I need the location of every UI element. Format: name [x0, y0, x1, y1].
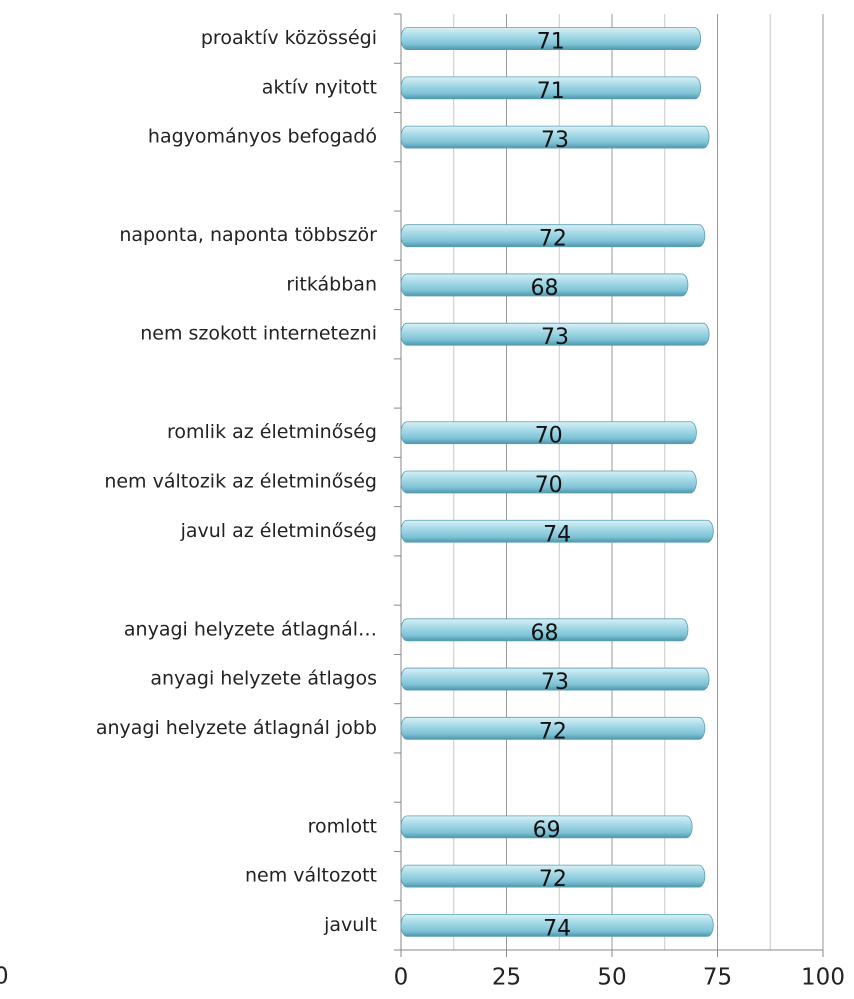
y-tick-label: aktív nyitott	[262, 76, 377, 98]
bar	[400, 815, 693, 839]
value-label: 68	[530, 621, 558, 646]
value-label: 71	[537, 79, 565, 104]
clipped-label: 0	[0, 964, 9, 990]
bar	[400, 27, 702, 51]
x-tick-label: 0	[394, 965, 409, 991]
y-tick-label: nem szokott internetezni	[140, 323, 377, 345]
y-tick-label: nem változott	[245, 865, 377, 887]
value-label: 74	[543, 916, 571, 941]
value-label: 72	[539, 719, 567, 744]
y-tick-label: proaktív közösségi	[201, 27, 377, 49]
x-tick-label: 75	[703, 965, 732, 991]
y-tick-label: nem változik az életminőség	[104, 471, 377, 493]
y-tick-label: anyagi helyzete átlagos	[150, 668, 377, 690]
bar	[400, 667, 710, 691]
y-tick-label: anyagi helyzete átlagnál…	[124, 618, 377, 640]
y-tick-label: javult	[323, 914, 377, 936]
bar	[400, 864, 706, 888]
bar	[400, 76, 702, 100]
bar	[400, 273, 689, 297]
value-label: 69	[533, 818, 561, 843]
bar	[400, 125, 710, 149]
value-label: 72	[539, 867, 567, 892]
value-label: 71	[537, 30, 565, 55]
y-tick-label: romlik az életminőség	[167, 421, 377, 443]
y-tick-label: javul az életminőség	[180, 520, 377, 542]
bar	[400, 421, 697, 445]
x-tick-label: 50	[597, 965, 626, 991]
value-label: 73	[541, 325, 569, 350]
value-label: 70	[535, 424, 563, 449]
x-tick-label: 25	[492, 965, 521, 991]
bar	[400, 224, 706, 248]
bar	[400, 519, 714, 543]
value-label: 70	[535, 473, 563, 498]
y-tick-label: anyagi helyzete átlagnál jobb	[96, 717, 377, 739]
value-label: 68	[530, 276, 558, 301]
y-tick-label: ritkábban	[286, 273, 377, 295]
bar	[400, 470, 697, 494]
value-label: 74	[543, 522, 571, 547]
value-label: 73	[541, 670, 569, 695]
bar	[400, 716, 706, 740]
value-label: 73	[541, 128, 569, 153]
bar	[400, 618, 689, 642]
y-tick-label: naponta, naponta többször	[119, 224, 377, 246]
bar	[400, 913, 714, 937]
y-tick-label: romlott	[308, 815, 377, 837]
x-tick-label: 100	[801, 965, 845, 991]
bar	[400, 322, 710, 346]
y-tick-label: hagyományos befogadó	[148, 126, 377, 148]
value-label: 72	[539, 227, 567, 252]
